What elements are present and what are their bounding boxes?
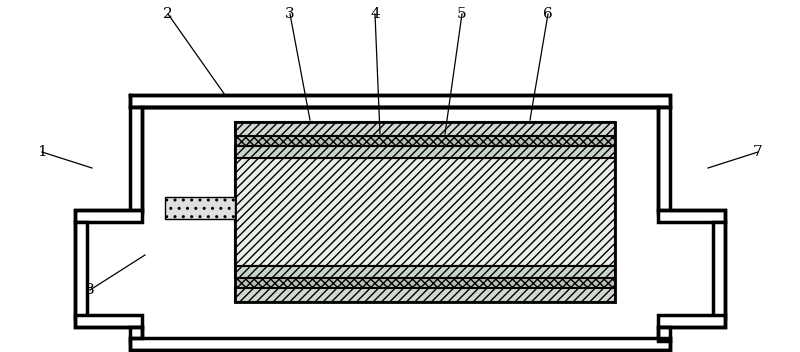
Text: 1: 1 <box>37 145 47 159</box>
Bar <box>235 146 615 158</box>
Polygon shape <box>75 95 725 350</box>
Bar <box>235 158 615 266</box>
Bar <box>75 222 87 318</box>
Text: 2: 2 <box>163 7 173 21</box>
Bar <box>235 122 615 136</box>
Bar <box>658 315 725 327</box>
Bar <box>75 210 142 222</box>
Text: 6: 6 <box>543 7 553 21</box>
Bar <box>713 222 725 318</box>
Text: 4: 4 <box>370 7 380 21</box>
Bar <box>658 107 670 213</box>
Bar <box>235 288 615 302</box>
Bar <box>658 210 725 222</box>
Bar <box>75 315 142 327</box>
Text: 7: 7 <box>753 145 763 159</box>
Bar <box>658 327 670 341</box>
Text: 3: 3 <box>285 7 295 21</box>
Text: 8: 8 <box>85 283 95 297</box>
Bar <box>235 278 615 288</box>
Bar <box>130 338 670 350</box>
Bar <box>235 136 615 146</box>
Bar <box>165 197 235 219</box>
Bar <box>130 107 142 213</box>
Text: 5: 5 <box>457 7 467 21</box>
Bar <box>235 266 615 278</box>
Bar <box>130 327 142 341</box>
Bar <box>130 95 670 107</box>
Bar <box>235 122 615 302</box>
